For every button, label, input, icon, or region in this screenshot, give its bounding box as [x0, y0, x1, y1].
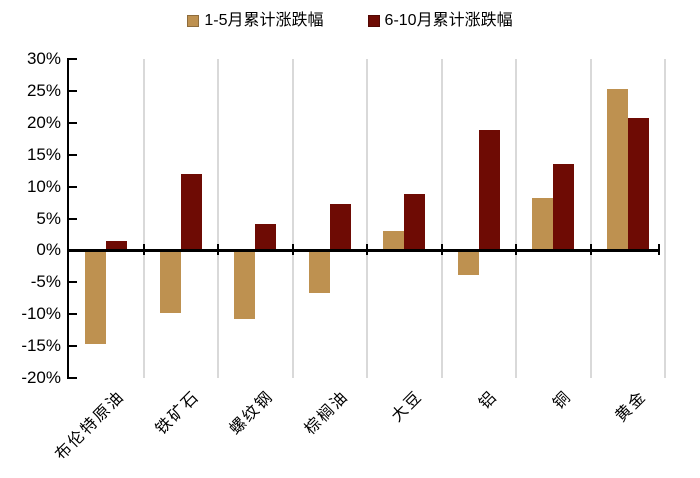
- y-tick: [69, 217, 77, 220]
- bar-series2-0: [106, 241, 128, 251]
- x-tick: [658, 244, 660, 256]
- x-axis-label: 黄金: [612, 388, 650, 426]
- bar-series1-7: [606, 88, 628, 251]
- y-tick: [69, 153, 77, 156]
- bar-series2-3: [329, 203, 351, 251]
- y-axis-line: [67, 58, 69, 379]
- y-tick: [69, 58, 77, 60]
- bar-series2-6: [553, 164, 575, 251]
- y-tick: [69, 89, 77, 92]
- y-tick-label: -20%: [21, 368, 61, 387]
- y-tick: [69, 313, 77, 316]
- gridline: [366, 59, 368, 378]
- y-tick: [69, 121, 77, 124]
- legend: 1-5月累计涨跌幅 6-10月累计涨跌幅: [0, 12, 700, 30]
- x-tick: [217, 244, 219, 256]
- gridline: [589, 59, 592, 378]
- x-axis-label: 棕榈油: [301, 388, 352, 439]
- gridline: [291, 59, 294, 378]
- bar-series2-5: [478, 130, 500, 251]
- bar-series1-5: [457, 251, 479, 275]
- gridline: [142, 59, 145, 378]
- bar-series1-6: [532, 198, 554, 251]
- bar-series1-1: [159, 251, 181, 313]
- series2-swatch-icon: [367, 15, 380, 27]
- x-axis-label: 铝: [476, 388, 501, 413]
- gridline: [515, 59, 517, 378]
- y-tick-label: 0%: [36, 240, 61, 260]
- x-tick: [291, 244, 294, 256]
- y-tick-label: -10%: [21, 304, 61, 324]
- series1-swatch-icon: [187, 15, 200, 27]
- bar-series1-2: [234, 251, 256, 320]
- x-tick: [366, 244, 368, 256]
- series1-label: 1-5月累计涨跌幅: [204, 12, 324, 29]
- gridline: [664, 59, 666, 378]
- y-tick-label: 25%: [26, 80, 61, 100]
- y-tick: [69, 185, 77, 188]
- bar-series2-4: [404, 194, 426, 251]
- series2-label: 6-10月累计涨跌幅: [384, 12, 513, 29]
- gridline: [440, 59, 443, 378]
- bar-series2-7: [627, 117, 649, 251]
- x-axis-label: 螺纹钢: [227, 388, 278, 439]
- bar-series2-1: [180, 174, 202, 251]
- y-tick-label: 20%: [26, 112, 61, 132]
- y-tick-label: 15%: [26, 144, 61, 164]
- y-tick-label: -5%: [30, 272, 61, 292]
- x-axis-label: 铜: [550, 388, 576, 413]
- bar-series2-2: [255, 223, 277, 251]
- legend-item-series2: 6-10月累计涨跌幅: [367, 12, 513, 30]
- x-axis-label: 铁矿石: [152, 388, 203, 439]
- x-tick: [142, 244, 145, 256]
- x-axis-label: 大豆: [388, 388, 427, 426]
- y-tick-label: -15%: [21, 336, 61, 356]
- gridline: [217, 59, 219, 378]
- y-tick-label: 5%: [36, 208, 61, 228]
- y-tick-label: 30%: [26, 49, 61, 68]
- y-tick: [69, 377, 77, 379]
- x-axis-label: 布伦特原油: [52, 388, 129, 464]
- y-tick: [69, 345, 77, 348]
- bar-series1-4: [383, 231, 405, 251]
- bar-series1-3: [308, 251, 330, 294]
- x-tick: [589, 244, 592, 256]
- y-tick-label: 10%: [26, 176, 61, 196]
- x-axis-zero-line: [67, 249, 658, 253]
- bar-series1-0: [85, 251, 107, 344]
- x-tick: [515, 244, 517, 256]
- legend-item-series1: 1-5月累计涨跌幅: [187, 12, 324, 30]
- y-tick: [69, 281, 77, 284]
- x-tick: [440, 244, 443, 256]
